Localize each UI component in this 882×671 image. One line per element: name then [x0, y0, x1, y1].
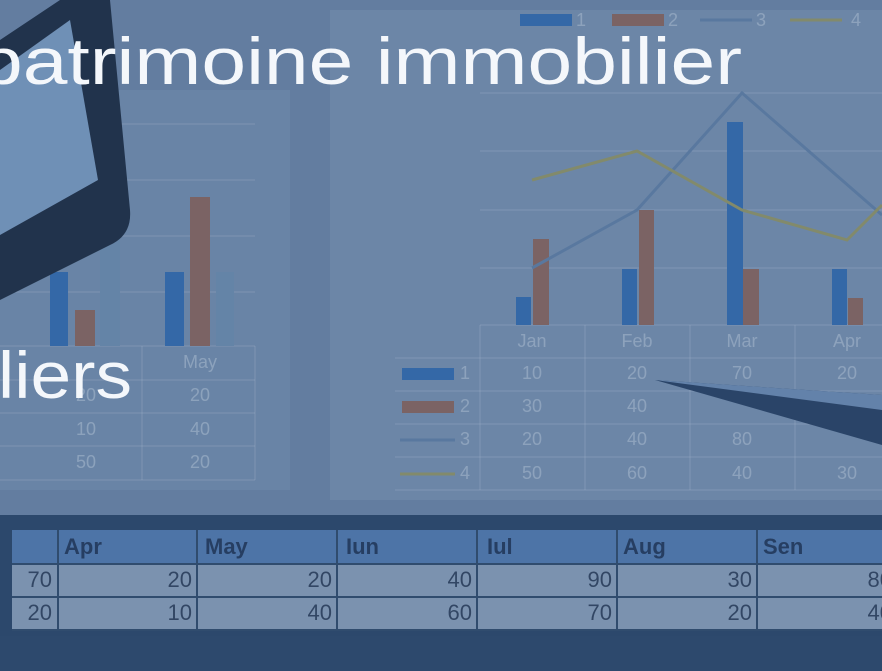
page: Hero html, body { margin: 0; padding: 0;…: [0, 0, 882, 671]
hero-banner: 1234JanFebMarApr123410207020304020408050…: [0, 0, 882, 671]
hero-title: patrimoine immobilier: [0, 24, 742, 98]
hero-subtitle: liers: [0, 338, 132, 412]
overlay: [0, 0, 882, 671]
body: {"hero": {"title": "patrimoine immobilie…: [0, 0, 882, 671]
